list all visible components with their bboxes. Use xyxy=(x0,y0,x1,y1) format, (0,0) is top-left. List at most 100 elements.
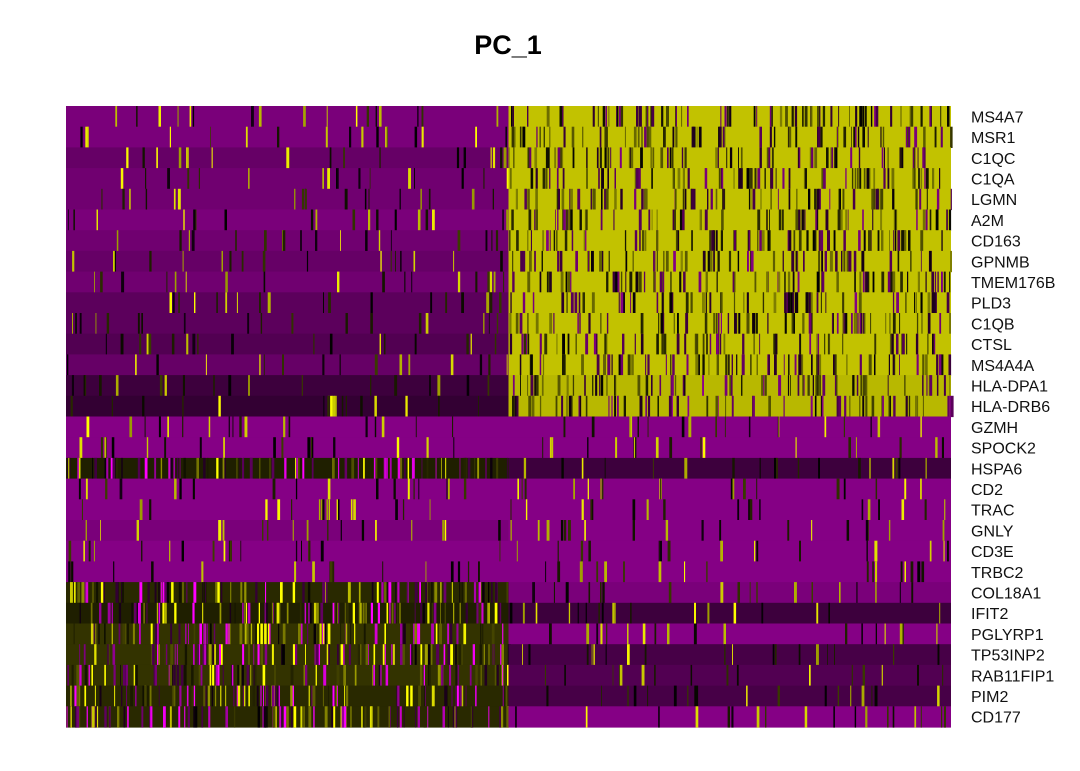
heatmap-block-trbc2-group1 xyxy=(66,561,509,583)
heatmap-cell xyxy=(549,623,552,645)
heatmap-cell xyxy=(680,250,683,273)
heatmap-cell xyxy=(880,209,883,231)
gene-label-a2m: A2M xyxy=(971,213,1004,230)
heatmap-cell xyxy=(451,685,453,707)
heatmap-cell xyxy=(572,147,575,169)
heatmap-cell xyxy=(158,602,161,625)
heatmap-cell xyxy=(248,168,250,190)
heatmap-cell xyxy=(512,395,515,418)
heatmap-cell xyxy=(663,126,666,148)
heatmap-cell xyxy=(474,457,476,480)
heatmap-cell xyxy=(851,664,853,687)
heatmap-cell xyxy=(858,230,861,252)
heatmap-cell xyxy=(891,333,894,355)
heatmap-cell xyxy=(527,106,529,128)
heatmap-cell xyxy=(788,292,791,314)
heatmap-cell xyxy=(677,313,679,335)
heatmap-cell xyxy=(591,250,594,273)
heatmap-cell xyxy=(856,313,858,335)
heatmap-cell xyxy=(519,354,522,376)
heatmap-cell xyxy=(659,271,663,293)
heatmap-cell xyxy=(767,354,769,376)
heatmap-cell xyxy=(231,664,233,687)
heatmap-cell xyxy=(778,375,782,397)
heatmap-cell xyxy=(455,644,457,666)
heatmap-cell xyxy=(888,395,891,418)
heatmap-cell xyxy=(422,602,425,625)
heatmap-cell xyxy=(382,561,384,583)
heatmap-cell xyxy=(934,292,937,314)
heatmap-cell xyxy=(233,685,235,707)
heatmap-cell xyxy=(400,623,403,645)
gene-label-c1qc: C1QC xyxy=(971,151,1015,168)
heatmap-cell xyxy=(429,375,431,397)
heatmap-cell xyxy=(511,106,513,128)
heatmap-cell xyxy=(327,168,330,190)
heatmap-cell xyxy=(814,230,817,252)
heatmap-cell xyxy=(106,457,109,480)
heatmap-cell xyxy=(858,457,861,480)
heatmap-cell xyxy=(915,333,919,355)
heatmap-cell xyxy=(206,623,208,645)
heatmap-cell xyxy=(695,685,699,707)
heatmap-cell xyxy=(100,582,104,604)
heatmap-cell xyxy=(716,271,718,293)
heatmap-cell xyxy=(770,188,772,211)
heatmap-cell xyxy=(562,354,565,376)
heatmap-cell xyxy=(211,147,213,169)
heatmap-cell xyxy=(332,395,336,418)
heatmap-cell xyxy=(894,230,897,252)
heatmap-cell xyxy=(274,664,276,687)
heatmap-cell xyxy=(888,354,890,376)
heatmap-cell xyxy=(702,375,704,397)
heatmap-cell xyxy=(123,706,126,728)
heatmap-cell xyxy=(606,313,609,335)
heatmap-cell xyxy=(612,664,614,687)
heatmap-cell xyxy=(413,623,415,645)
heatmap-cell xyxy=(817,106,820,128)
heatmap-cell xyxy=(344,188,348,211)
heatmap-cell xyxy=(316,602,319,625)
heatmap-cell xyxy=(322,168,324,190)
heatmap-cell xyxy=(527,188,530,211)
heatmap-cell xyxy=(387,582,389,604)
heatmap-cell xyxy=(651,168,653,190)
heatmap-cell xyxy=(225,685,227,707)
heatmap-cell xyxy=(512,375,515,397)
heatmap-cell xyxy=(614,168,616,190)
heatmap-cell xyxy=(129,416,133,438)
heatmap-cell xyxy=(559,250,563,273)
heatmap-cell xyxy=(250,623,253,645)
heatmap-cell xyxy=(733,271,736,293)
heatmap-cell xyxy=(340,520,342,542)
heatmap-cell xyxy=(225,706,228,728)
heatmap-cell xyxy=(278,685,280,707)
heatmap-cell xyxy=(817,209,819,231)
heatmap-cell xyxy=(99,602,102,625)
heatmap-cell xyxy=(818,375,820,397)
heatmap-cell xyxy=(129,188,131,211)
heatmap-cell xyxy=(241,250,244,273)
heatmap-cell xyxy=(556,188,559,211)
heatmap-cell xyxy=(272,706,276,728)
heatmap-cell xyxy=(480,623,482,645)
heatmap-cell xyxy=(158,106,161,128)
heatmap-cell xyxy=(642,623,646,645)
heatmap-cell xyxy=(936,375,939,397)
heatmap-cell xyxy=(138,602,141,625)
heatmap-cell xyxy=(870,313,872,335)
heatmap-cell xyxy=(506,457,508,480)
heatmap-cell xyxy=(114,685,116,707)
heatmap-cell xyxy=(549,126,551,148)
heatmap-cell xyxy=(713,250,715,273)
heatmap-cell xyxy=(535,168,538,190)
heatmap-cell xyxy=(397,582,400,604)
heatmap-cell xyxy=(539,126,541,148)
heatmap-cell xyxy=(290,664,294,687)
heatmap-cell xyxy=(188,623,189,645)
heatmap-cell xyxy=(259,457,261,480)
heatmap-cell xyxy=(883,168,886,190)
heatmap-cell xyxy=(837,685,840,707)
heatmap-cell xyxy=(113,664,116,687)
heatmap-cell xyxy=(170,457,173,480)
